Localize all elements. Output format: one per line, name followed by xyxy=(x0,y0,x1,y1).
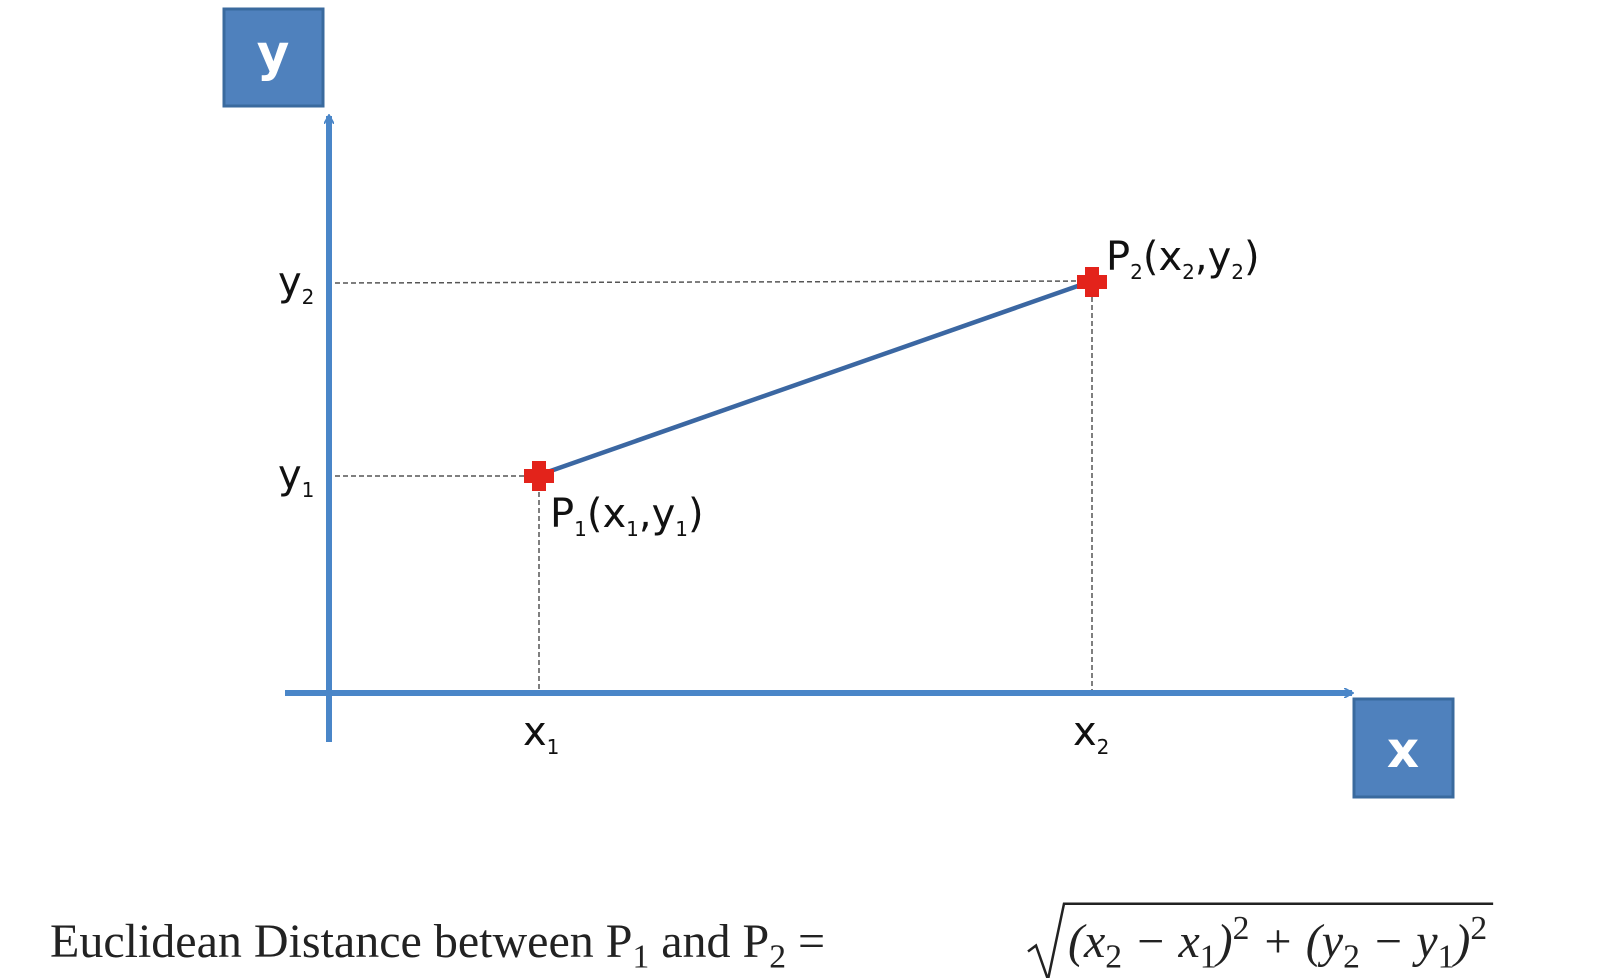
text-run: ,y xyxy=(1195,234,1231,280)
x-label-box xyxy=(1352,697,1455,799)
text-run: P xyxy=(550,491,574,537)
text-run: y xyxy=(278,259,302,305)
text-run: y xyxy=(278,452,302,498)
subscript: 1 xyxy=(632,939,649,976)
text-run: + (y xyxy=(1249,915,1343,968)
text-run: (x xyxy=(587,491,626,537)
tick-label: y2 xyxy=(278,259,314,309)
subscript: 1 xyxy=(574,517,587,541)
radical-sign xyxy=(1027,902,1494,978)
x-label: x xyxy=(1387,721,1419,779)
distance-line xyxy=(538,278,1093,478)
tick-label: x1 xyxy=(523,709,559,759)
tick-label: x2 xyxy=(1073,709,1109,759)
text-run: x xyxy=(523,709,547,755)
y-label-box xyxy=(222,7,325,108)
text-run: P xyxy=(1106,234,1130,280)
subscript: 2 xyxy=(1182,260,1195,284)
superscript: 2 xyxy=(1233,910,1250,947)
text-run: − x xyxy=(1122,915,1200,968)
text-run: (x xyxy=(1068,915,1105,968)
subscript: 2 xyxy=(769,939,786,976)
subscript: 2 xyxy=(1343,939,1360,976)
formula-lhs: Euclidean Distance between P1 and P2 = xyxy=(50,915,825,976)
subscript: 2 xyxy=(1231,260,1244,284)
text-run: x xyxy=(1073,709,1097,755)
subscript: 2 xyxy=(1130,260,1143,284)
text-run: and P xyxy=(649,915,769,968)
subscript: 2 xyxy=(302,285,315,309)
text-run: ) xyxy=(1214,915,1233,968)
guide-line xyxy=(334,280,1093,284)
y-label: y xyxy=(257,24,290,82)
subscript: 2 xyxy=(1097,735,1110,759)
subscript: 1 xyxy=(547,735,560,759)
subscript: 1 xyxy=(626,517,639,541)
tick-label: y1 xyxy=(278,452,314,502)
subscript: 1 xyxy=(302,478,315,502)
text-run: − y xyxy=(1360,915,1438,968)
point-marker xyxy=(524,461,554,491)
subscript: 2 xyxy=(1105,939,1122,976)
point-label: P2(x2,y2) xyxy=(1106,234,1260,284)
formula-radicand: (x2 − x1)2 + (y2 − y1)2 xyxy=(1068,910,1487,976)
text-run: ) xyxy=(1244,234,1260,280)
point-marker xyxy=(1077,267,1107,297)
subscript: 1 xyxy=(675,517,688,541)
text-run: ) xyxy=(688,491,704,537)
subscript: 1 xyxy=(1200,939,1217,976)
text-run: Euclidean Distance between P xyxy=(50,915,632,968)
subscript: 1 xyxy=(1438,939,1455,976)
text-run: ,y xyxy=(639,491,675,537)
text-run: (x xyxy=(1143,234,1182,280)
superscript: 2 xyxy=(1470,910,1487,947)
text-run: ) xyxy=(1451,915,1470,968)
text-run: = xyxy=(786,915,825,968)
point-label: P1(x1,y1) xyxy=(550,491,704,541)
